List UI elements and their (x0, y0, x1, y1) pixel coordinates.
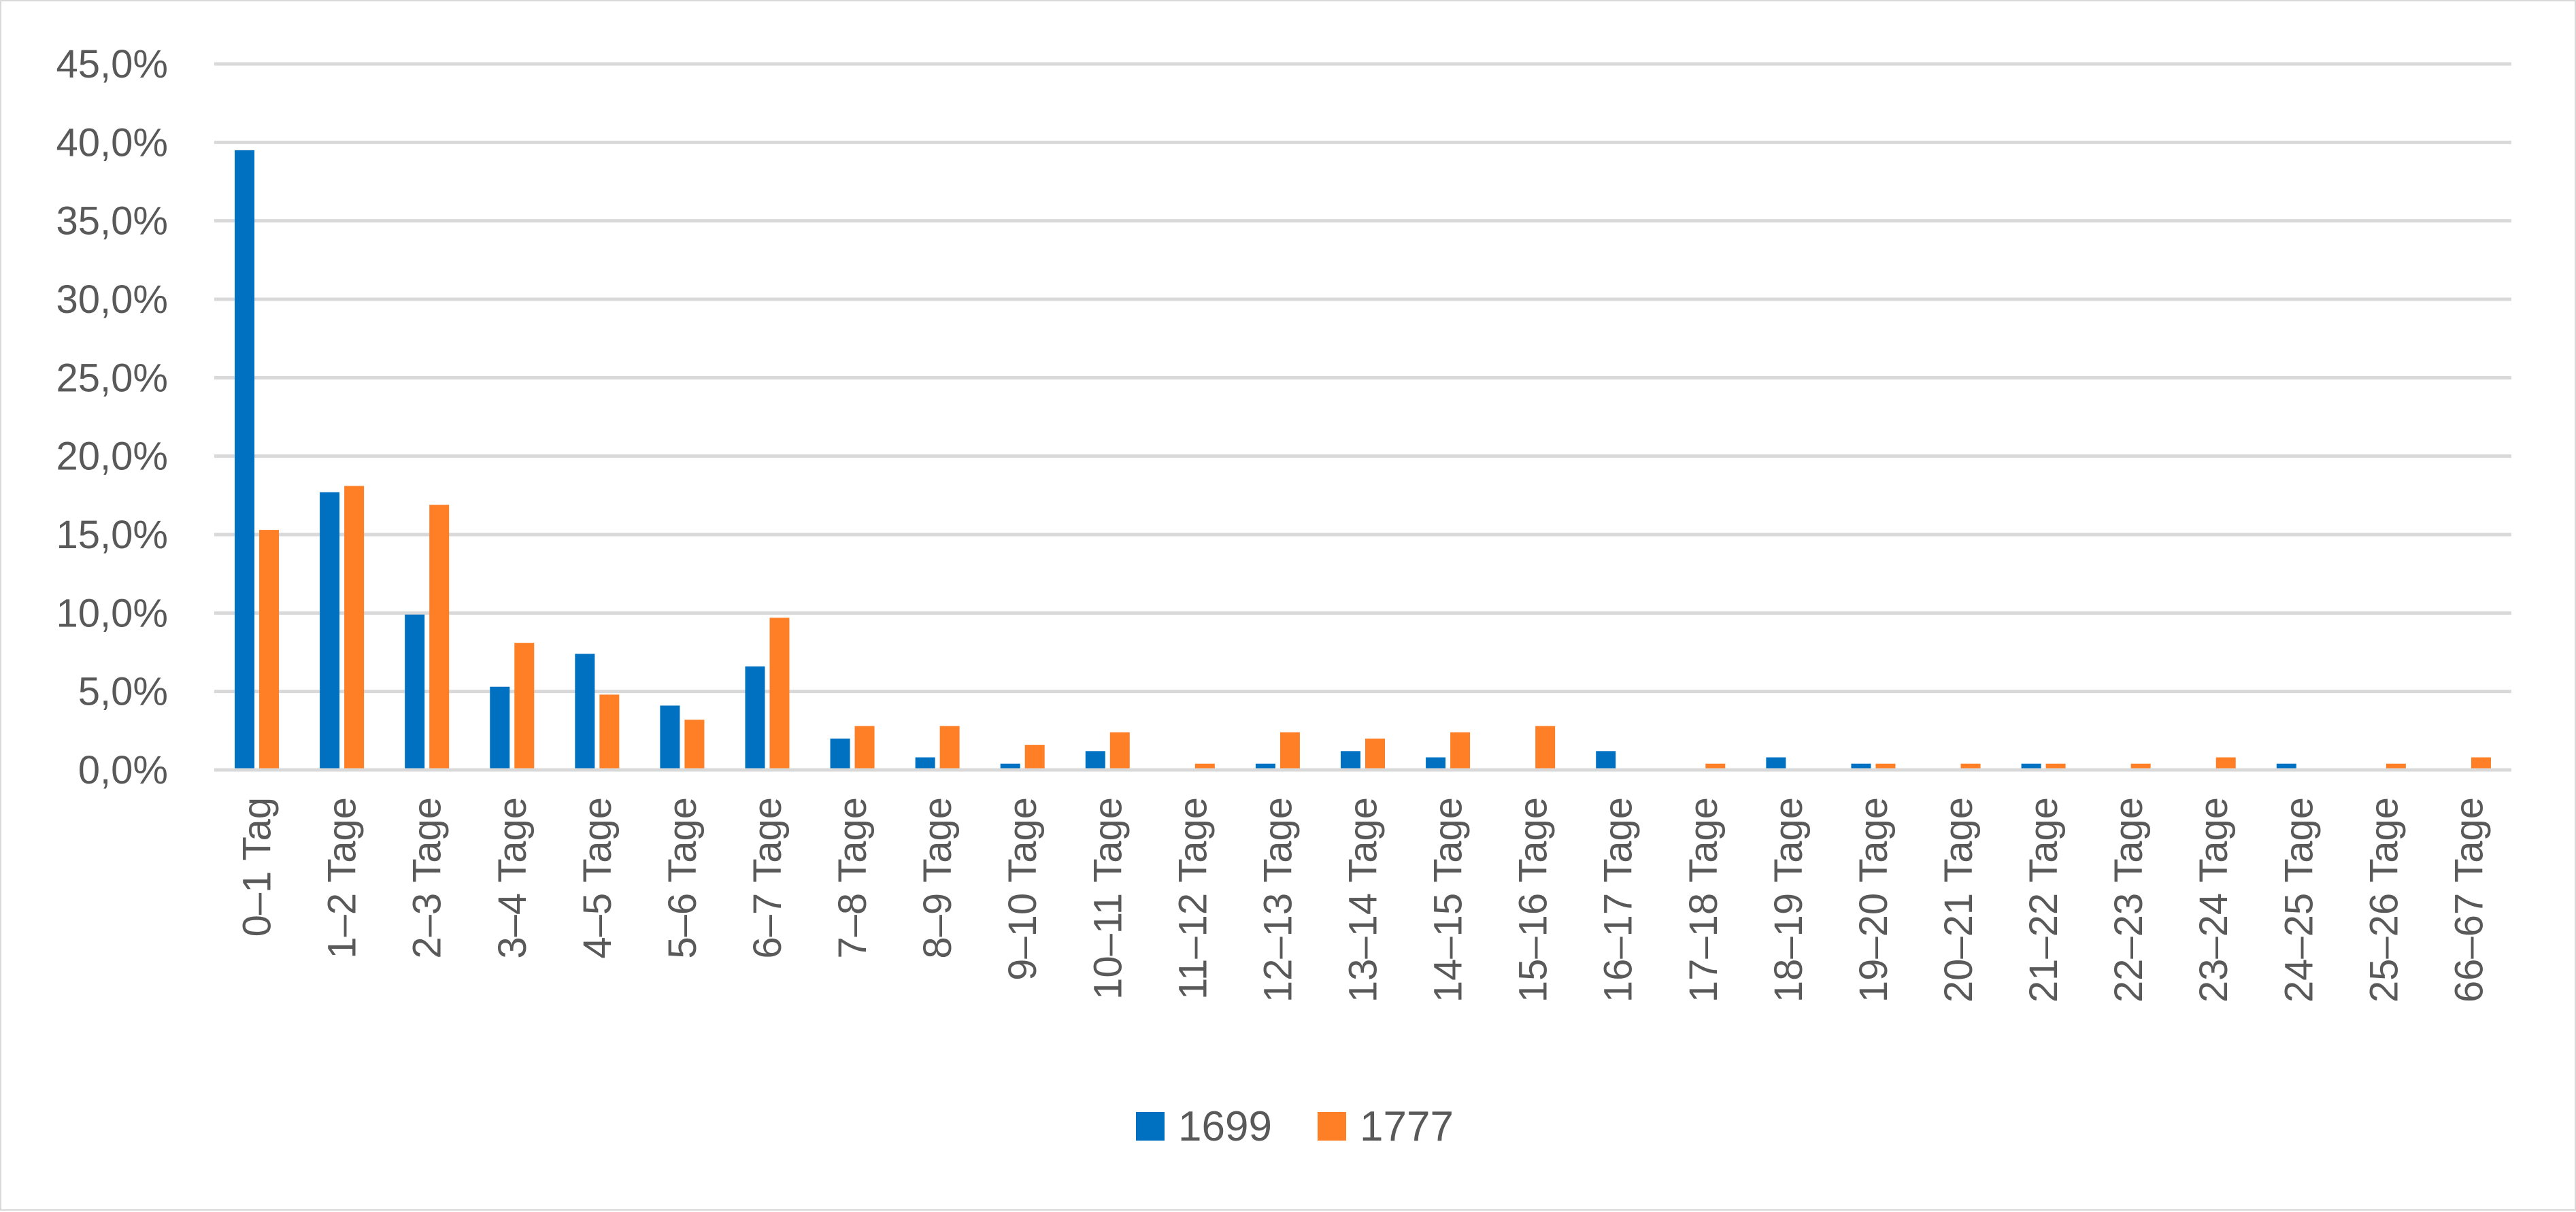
x-tick-label: 11–12 Tage (1171, 797, 1215, 1000)
bar-1699 (2276, 763, 2296, 770)
bar-1777 (1705, 763, 1726, 770)
legend-swatch-1777 (1318, 1112, 1346, 1141)
x-tick-label: 22–23 Tage (2107, 797, 2151, 1003)
x-tick-label: 9–10 Tage (1001, 797, 1045, 981)
gridlines (214, 62, 2511, 694)
y-axis-ticks: 0,0% 5,0% 10,0% 15,0% 20,0% 25,0% 30,0% 35,0% 40… (56, 42, 168, 792)
x-tick-label: 6–7 Tage (746, 797, 790, 959)
legend-swatch-1699 (1136, 1112, 1165, 1141)
y-tick-label: 0,0% (78, 748, 168, 792)
x-tick-label: 8–9 Tage (916, 797, 960, 959)
x-tick-label: 25–26 Tage (2362, 797, 2406, 1003)
bar-1777 (514, 643, 535, 770)
x-tick-label: 21–22 Tage (2022, 797, 2066, 1003)
x-tick-label: 18–19 Tage (1767, 797, 1811, 1003)
bar-1699 (575, 654, 595, 770)
y-tick-label: 5,0% (78, 670, 168, 714)
x-tick-label: 13–14 Tage (1341, 797, 1386, 1003)
bar-1777 (1109, 732, 1130, 770)
y-tick-label: 15,0% (56, 513, 168, 557)
legend-label-1699: 1699 (1178, 1103, 1272, 1150)
x-tick-label: 1–2 Tage (320, 797, 365, 959)
bar-1777 (1194, 763, 1215, 770)
x-tick-label: 19–20 Tage (1852, 797, 1896, 1003)
bar-1777 (2386, 763, 2406, 770)
x-tick-label: 3–4 Tage (490, 797, 535, 959)
x-axis-ticks: 0–1 Tag 1–2 Tage 2–3 Tage 3–4 Tage 4–5 Tage 5… (235, 797, 2492, 1003)
x-tick-label: 17–18 Tage (1682, 797, 1726, 1003)
bar-1777 (429, 505, 450, 770)
x-tick-label: 2–3 Tage (405, 797, 450, 959)
bar-1777 (599, 694, 620, 770)
y-tick-label: 35,0% (56, 199, 168, 243)
bar-1699 (235, 150, 255, 770)
bar-1699 (745, 666, 765, 770)
bar-1777 (684, 720, 705, 770)
bar-1777 (1960, 763, 1981, 770)
bar-1699 (1426, 757, 1446, 770)
y-tick-label: 20,0% (56, 435, 168, 479)
bar-1699 (1000, 763, 1020, 770)
bar-1777 (1279, 732, 1300, 770)
bar-1777 (1450, 732, 1471, 770)
x-tick-label: 66–67 Tage (2447, 797, 2491, 1003)
bar-1699 (1255, 763, 1275, 770)
x-tick-label: 12–13 Tage (1256, 797, 1300, 1003)
x-tick-label: 7–8 Tage (831, 797, 875, 959)
bar-1777 (854, 726, 875, 770)
bar-1777 (1535, 726, 1556, 770)
bar-1777 (769, 618, 790, 770)
bar-1699 (405, 614, 425, 770)
x-tick-label: 20–21 Tage (1937, 797, 1981, 1003)
bars (235, 150, 2491, 770)
bar-1699 (660, 705, 680, 770)
bar-1699 (2021, 763, 2041, 770)
bar-1777 (2471, 757, 2491, 770)
bar-1699 (1766, 757, 1786, 770)
x-tick-label: 23–24 Tage (2192, 797, 2236, 1003)
bar-1777 (344, 486, 365, 770)
bar-1777 (939, 726, 960, 770)
bar-1699 (1596, 751, 1616, 770)
x-tick-label: 14–15 Tage (1426, 797, 1471, 1003)
y-tick-label: 30,0% (56, 277, 168, 322)
bar-1699 (1851, 763, 1871, 770)
x-tick-label: 4–5 Tage (575, 797, 620, 959)
x-tick-label: 10–11 Tage (1086, 797, 1130, 1000)
bar-1777 (2130, 763, 2151, 770)
bar-1777 (259, 530, 280, 770)
bar-1699 (320, 492, 340, 770)
x-tick-label: 5–6 Tage (660, 797, 705, 959)
x-tick-label: 24–25 Tage (2277, 797, 2321, 1003)
x-tick-label: 15–16 Tage (1511, 797, 1556, 1003)
bar-1777 (1024, 745, 1045, 770)
y-tick-label: 25,0% (56, 356, 168, 400)
bar-1699 (1341, 751, 1360, 770)
y-tick-label: 40,0% (56, 120, 168, 165)
bar-1777 (1875, 763, 1896, 770)
y-tick-label: 10,0% (56, 591, 168, 635)
bar-1699 (830, 738, 850, 770)
legend-label-1777: 1777 (1360, 1103, 1454, 1150)
bar-1777 (1365, 738, 1385, 770)
legend: 1699 1777 (1136, 1103, 1454, 1150)
y-tick-label: 45,0% (56, 42, 168, 86)
bar-1699 (1085, 751, 1105, 770)
bar-1777 (2215, 757, 2236, 770)
bar-1777 (2045, 763, 2066, 770)
bar-1699 (490, 686, 510, 770)
x-tick-label: 0–1 Tag (235, 797, 280, 937)
bar-1699 (915, 757, 935, 770)
x-tick-label: 16–17 Tage (1596, 797, 1641, 1003)
